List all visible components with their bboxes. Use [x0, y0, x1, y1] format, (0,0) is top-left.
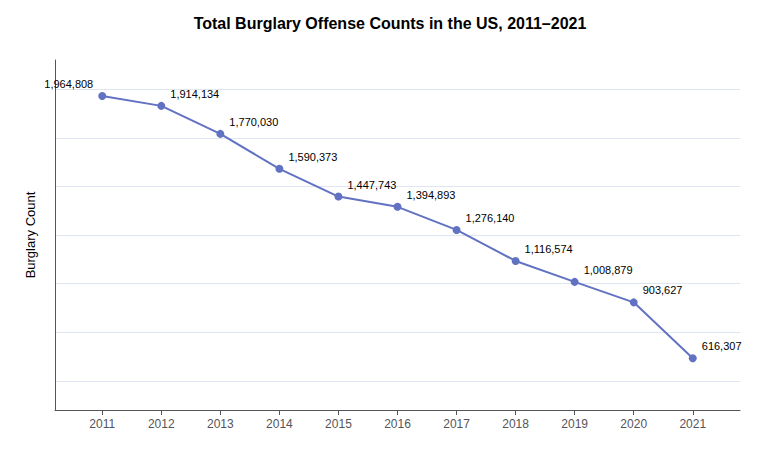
- svg-text:1,914,134: 1,914,134: [170, 88, 219, 100]
- svg-text:1,590,373: 1,590,373: [288, 151, 337, 163]
- svg-text:2019: 2019: [561, 417, 588, 431]
- svg-text:2016: 2016: [384, 417, 411, 431]
- svg-text:903,627: 903,627: [643, 284, 683, 296]
- svg-text:1,770,030: 1,770,030: [229, 116, 278, 128]
- svg-text:Total Burglary Offense Counts: Total Burglary Offense Counts in the US,…: [194, 15, 587, 32]
- svg-text:2013: 2013: [207, 417, 234, 431]
- svg-text:1,964,808: 1,964,808: [44, 78, 93, 90]
- svg-text:2011: 2011: [89, 417, 115, 431]
- svg-text:616,307: 616,307: [702, 340, 742, 352]
- svg-text:1,276,140: 1,276,140: [466, 212, 515, 224]
- svg-text:2015: 2015: [325, 417, 352, 431]
- svg-text:2012: 2012: [148, 417, 175, 431]
- svg-text:1,394,893: 1,394,893: [407, 189, 456, 201]
- svg-text:2020: 2020: [620, 417, 647, 431]
- svg-text:2014: 2014: [266, 417, 293, 431]
- svg-text:2017: 2017: [443, 417, 470, 431]
- svg-text:1,447,743: 1,447,743: [347, 179, 396, 191]
- svg-text:2018: 2018: [502, 417, 529, 431]
- svg-text:1,008,879: 1,008,879: [584, 264, 633, 276]
- svg-text:2021: 2021: [679, 417, 706, 431]
- svg-text:1,116,574: 1,116,574: [525, 243, 573, 255]
- svg-text:Burglary Count: Burglary Count: [23, 191, 38, 278]
